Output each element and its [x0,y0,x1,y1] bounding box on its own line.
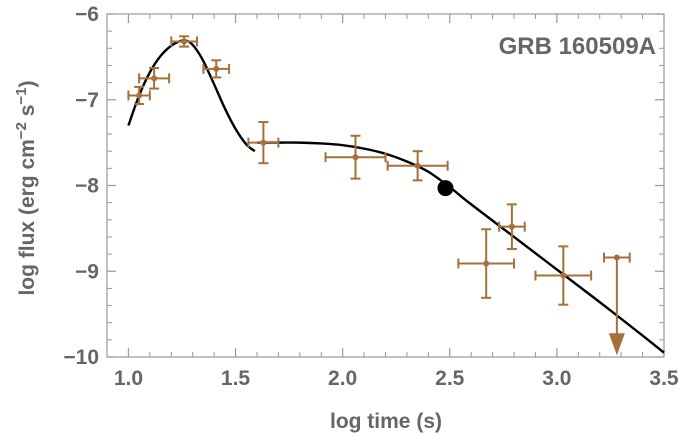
data-marker [414,162,421,169]
data-point [202,59,231,79]
data-marker [151,75,158,82]
plot-frame [106,13,665,358]
chart-title: GRB 160509A [499,33,656,60]
data-marker [136,92,143,99]
black-marker-dot [437,180,454,197]
upper-limit-point [603,252,631,356]
marker-dot-group [437,180,454,197]
data-point [324,134,387,180]
data-marker [613,254,620,261]
model-curve-segment [256,141,665,354]
data-point [457,228,516,299]
data-point [127,85,151,106]
upper-limit-arrow [608,333,625,356]
y-tick-label: −10 [63,346,99,369]
x-tick-label: 3.0 [542,367,571,390]
data-marker [560,272,567,279]
y-tick-label: −7 [75,89,99,112]
x-axis-label: log time (s) [330,410,442,433]
x-tick-label: 2.5 [435,367,465,390]
data-point [170,35,198,48]
y-tick-label: −6 [75,3,99,26]
data-marker [213,65,220,72]
data-marker [260,139,267,146]
x-tick-label: 1.0 [114,367,143,390]
data-marker [181,38,188,45]
model-curve [127,39,665,354]
x-tick-label: 1.5 [221,367,251,390]
data-point [498,203,526,250]
data-point [534,245,593,306]
data-marker [483,260,490,267]
y-axis-label: log flux (erg cm−2 s−1) [13,80,39,295]
y-tick-label: −8 [75,175,99,198]
data-marker [352,154,359,161]
data-marker [508,223,515,230]
plot-area-border [106,13,665,358]
data-point [138,67,171,90]
x-tick-label: 2.0 [328,367,357,390]
data-points [127,35,631,356]
x-tick-label: 3.5 [649,367,679,390]
y-ticks: −6 −7 −8 −9 −10 [63,3,664,369]
x-ticks: 1.0 1.5 2.0 2.5 3.0 3.5 [106,14,679,390]
data-point [247,121,280,165]
y-tick-label: −9 [75,260,99,283]
data-point [386,150,449,182]
model-curve-segment [127,39,256,153]
